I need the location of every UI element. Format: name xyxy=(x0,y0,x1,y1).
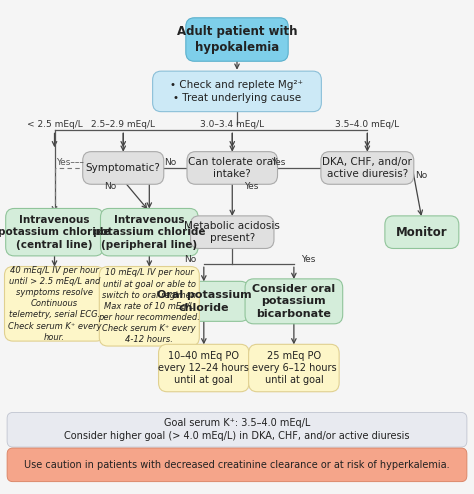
Text: Use caution in patients with decreased creatinine clearance or at risk of hyperk: Use caution in patients with decreased c… xyxy=(24,460,450,470)
Text: • Check and replete Mg²⁺
• Treat underlying cause: • Check and replete Mg²⁺ • Treat underly… xyxy=(171,80,303,103)
Text: No: No xyxy=(415,171,427,180)
Text: Intravenous
potassium chloride
(peripheral line): Intravenous potassium chloride (peripher… xyxy=(93,215,206,249)
Text: Consider oral
potassium
bicarbonate: Consider oral potassium bicarbonate xyxy=(252,284,336,319)
FancyBboxPatch shape xyxy=(153,71,321,112)
FancyBboxPatch shape xyxy=(158,344,249,392)
FancyBboxPatch shape xyxy=(82,152,164,184)
Text: 10 mEq/L IV per hour
until at goal or able to
switch to oral regimen
Max rate of: 10 mEq/L IV per hour until at goal or ab… xyxy=(99,268,200,344)
Text: 10–40 mEq PO
every 12–24 hours
until at goal: 10–40 mEq PO every 12–24 hours until at … xyxy=(158,351,249,385)
Text: Can tolerate oral
intake?: Can tolerate oral intake? xyxy=(188,157,276,179)
FancyBboxPatch shape xyxy=(191,216,274,248)
FancyBboxPatch shape xyxy=(321,152,414,184)
FancyBboxPatch shape xyxy=(186,18,288,61)
Text: 3.5–4.0 mEq/L: 3.5–4.0 mEq/L xyxy=(335,120,400,129)
FancyBboxPatch shape xyxy=(100,208,198,256)
Text: No: No xyxy=(184,255,197,264)
Text: No: No xyxy=(164,158,176,166)
Text: Symptomatic?: Symptomatic? xyxy=(86,163,161,173)
FancyBboxPatch shape xyxy=(245,279,343,324)
Text: Oral potassium
chloride: Oral potassium chloride xyxy=(156,290,251,313)
Text: 3.0–3.4 mEq/L: 3.0–3.4 mEq/L xyxy=(200,120,264,129)
FancyBboxPatch shape xyxy=(385,216,459,248)
FancyBboxPatch shape xyxy=(99,267,199,346)
Text: DKA, CHF, and/or
active diuresis?: DKA, CHF, and/or active diuresis? xyxy=(322,157,412,179)
Text: 2.5–2.9 mEq/L: 2.5–2.9 mEq/L xyxy=(91,120,155,129)
Text: 40 mEq/L IV per hour
until > 2.5 mEq/L and
symptoms resolve
Continuous
telemetry: 40 mEq/L IV per hour until > 2.5 mEq/L a… xyxy=(8,266,101,342)
FancyBboxPatch shape xyxy=(248,344,339,392)
FancyBboxPatch shape xyxy=(6,208,103,256)
Text: Yes: Yes xyxy=(301,255,315,264)
Text: Yes–––: Yes––– xyxy=(56,158,84,166)
Text: 25 mEq PO
every 6–12 hours
until at goal: 25 mEq PO every 6–12 hours until at goal xyxy=(252,351,336,385)
Text: Intravenous
potassium chloride
(central line): Intravenous potassium chloride (central … xyxy=(0,215,111,249)
FancyBboxPatch shape xyxy=(7,448,467,482)
Text: < 2.5 mEq/L: < 2.5 mEq/L xyxy=(27,120,82,129)
Text: Yes: Yes xyxy=(244,182,258,191)
Text: Adult patient with
hypokalemia: Adult patient with hypokalemia xyxy=(177,25,297,54)
FancyBboxPatch shape xyxy=(158,281,249,321)
FancyBboxPatch shape xyxy=(7,412,467,447)
Text: Yes: Yes xyxy=(271,158,286,166)
Text: Monitor: Monitor xyxy=(396,226,447,239)
FancyBboxPatch shape xyxy=(5,267,104,341)
Text: No: No xyxy=(104,182,116,191)
Text: Metabolic acidosis
present?: Metabolic acidosis present? xyxy=(184,221,280,244)
FancyBboxPatch shape xyxy=(187,152,277,184)
Text: Goal serum K⁺: 3.5–4.0 mEq/L
Consider higher goal (> 4.0 mEq/L) in DKA, CHF, and: Goal serum K⁺: 3.5–4.0 mEq/L Consider hi… xyxy=(64,418,410,441)
